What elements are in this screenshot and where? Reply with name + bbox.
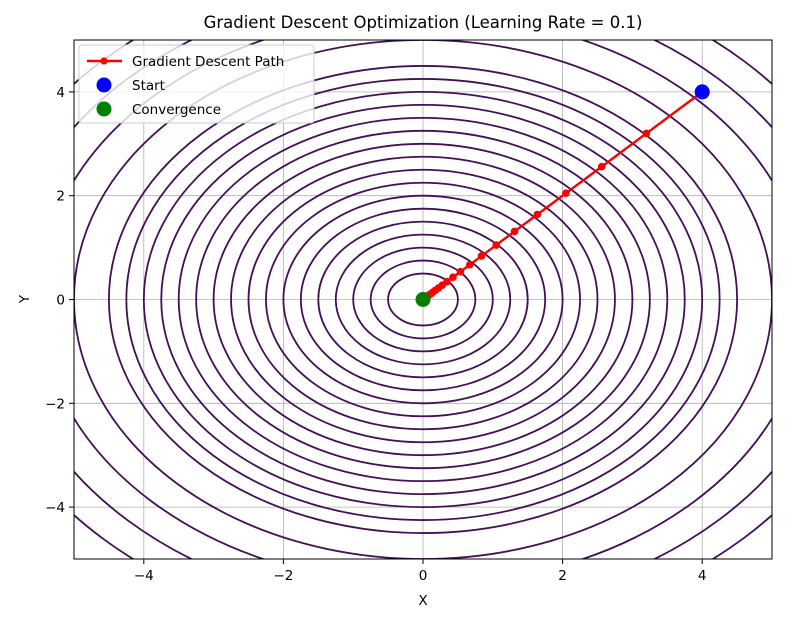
gradient-descent-path: [422, 88, 706, 301]
y-tick-label: −2: [45, 396, 65, 412]
path-point: [510, 227, 519, 236]
x-axis-label: X: [418, 593, 427, 609]
contour-line: [177, 116, 669, 483]
x-tick-label: 0: [419, 568, 428, 584]
contour-line: [195, 129, 651, 470]
y-axis-label: Y: [17, 294, 33, 304]
special-markers: [415, 84, 710, 307]
path-point: [456, 267, 465, 276]
contour-line: [160, 103, 686, 496]
legend-start-marker: [96, 77, 112, 93]
path-point: [449, 273, 457, 282]
contour-line: [212, 142, 634, 457]
contour-line: [230, 155, 616, 444]
x-tick-label: 2: [558, 568, 567, 584]
start-point: [694, 84, 710, 100]
x-tick-label: −4: [134, 568, 154, 584]
legend-label-convergence: Convergence: [132, 102, 221, 118]
contour-line: [334, 233, 512, 366]
contour-line: [142, 90, 704, 509]
contour-line: [247, 168, 599, 431]
x-tick-label: 4: [698, 568, 707, 584]
legend-box: [78, 44, 315, 124]
contour-line: [125, 78, 721, 521]
y-tick-label: 0: [56, 293, 65, 309]
path-point: [642, 129, 651, 138]
y-tick-label: −4: [45, 500, 65, 516]
legend: Gradient Descent Path Start Convergence: [78, 44, 315, 124]
y-tick-label: 4: [56, 85, 65, 101]
contour-line: [265, 181, 581, 418]
legend-path-marker: [100, 57, 108, 65]
contour-line: [352, 246, 494, 353]
legend-convergence-marker: [96, 101, 112, 117]
x-tick-label: −2: [273, 568, 293, 584]
path-point: [466, 260, 474, 269]
path-point: [477, 252, 486, 260]
path-point: [597, 162, 606, 171]
path-point: [562, 189, 570, 198]
contour-line: [282, 194, 564, 405]
legend-label-start: Start: [132, 78, 165, 94]
path-point: [492, 241, 501, 249]
contour-line: [369, 259, 477, 340]
chart-title: Gradient Descent Optimization (Learning …: [204, 13, 643, 32]
legend-label-path: Gradient Descent Path: [132, 54, 284, 70]
path-point: [533, 210, 542, 219]
contour-line: [317, 220, 529, 379]
axis-ticks: −4 −2 0 2 4 −4 −2 0 2 4: [45, 85, 706, 584]
contour-line: [107, 65, 739, 534]
contour-line: [299, 207, 547, 392]
contour-line: [387, 272, 459, 327]
convergence-point: [415, 292, 431, 307]
y-tick-label: 2: [56, 189, 65, 205]
